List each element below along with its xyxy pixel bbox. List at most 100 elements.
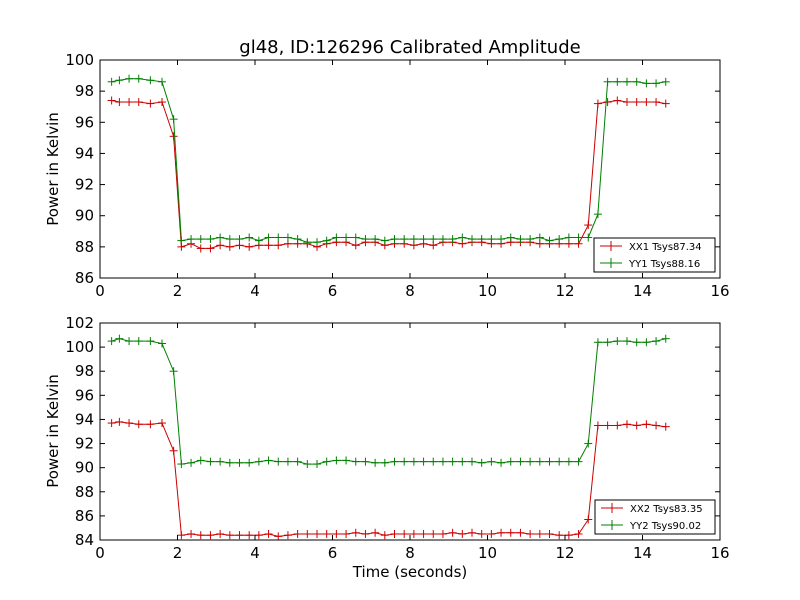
top-series-1-point [574, 233, 583, 242]
top-series-1-point [429, 235, 438, 244]
bottom-series-1-point [535, 457, 544, 466]
top-panel-plot [107, 74, 670, 253]
top-series-0-point [146, 99, 155, 108]
bottom-series-0-point [574, 529, 583, 538]
top-series-1-point [390, 235, 399, 244]
top-x-tick-label: 2 [173, 282, 183, 300]
top-series-1-point [351, 233, 360, 242]
bottom-series-1-point [235, 458, 244, 467]
top-series-1-point [342, 233, 351, 242]
top-series-0-point [351, 241, 360, 250]
bottom-series-1-point [526, 457, 535, 466]
top-series-1-point [293, 235, 302, 244]
top-series-1-point [593, 210, 602, 219]
top-series-1-line [111, 78, 666, 243]
bottom-series-1-point [169, 367, 178, 376]
bottom-legend-yy2-label: YY2 Tsys90.02 [629, 521, 701, 532]
bottom-series-0-point [245, 531, 254, 540]
bottom-series-1-point [125, 337, 134, 346]
bottom-series-1-point [448, 457, 457, 466]
chart-title: gl48, ID:126296 Calibrated Amplitude [239, 37, 580, 58]
bottom-series-1-point [254, 457, 263, 466]
bottom-series-0-point [313, 529, 321, 538]
bottom-y-tick-label: 90 [75, 459, 94, 477]
top-series-1-point [661, 77, 670, 86]
top-series-1-point [613, 77, 622, 86]
bottom-series-0-point [146, 420, 155, 429]
bottom-panel: 0 2 4 6 8 10 12 14 16 84 86 88 90 92 94 96 98 100 102 Powe… [44, 314, 730, 581]
bottom-series-0-point [115, 417, 124, 426]
bottom-panel-axes: 0 2 4 6 8 10 12 14 16 84 86 88 90 92 94 96 98 100 102 [65, 314, 729, 562]
top-y-tick-label: 100 [65, 51, 94, 69]
top-series-0-point [623, 98, 631, 107]
top-series-1-point [322, 236, 331, 245]
top-series-0-point [652, 98, 661, 107]
top-series-1-point [134, 74, 143, 83]
top-series-1-point [400, 235, 409, 244]
bottom-series-0-point [254, 531, 263, 540]
bottom-series-1-point [623, 337, 631, 346]
bottom-series-0-point [564, 531, 573, 540]
top-series-1-point [419, 235, 428, 244]
bottom-series-1-point [419, 457, 428, 466]
top-series-1-point [303, 238, 312, 247]
bottom-series-0-point [206, 531, 215, 540]
top-y-tick-label: 88 [75, 238, 94, 256]
bottom-series-0-point [623, 420, 631, 429]
bottom-y-tick-label: 88 [75, 483, 94, 501]
bottom-series-1-point [429, 457, 438, 466]
bottom-series-0-point [351, 528, 360, 537]
bottom-legend-box [594, 499, 716, 535]
top-series-0-point [274, 241, 283, 250]
top-series-1-point [274, 233, 283, 242]
bottom-legend: XX2 Tsys83.35 YY2 Tsys90.02 [594, 499, 716, 535]
bottom-legend-xx2-label: XX2 Tsys83.35 [630, 504, 703, 515]
top-series-0-point [632, 98, 641, 107]
bottom-series-1-point [196, 456, 205, 465]
bottom-series-0-point [603, 421, 612, 430]
top-series-1-point [206, 235, 215, 244]
top-panel: 0 2 4 6 8 10 12 14 16 86 88 90 92 94 96 98 100 Power in … [44, 51, 730, 300]
top-series-0-line [111, 99, 666, 249]
bottom-series-0-point [293, 529, 302, 538]
top-series-1-point [225, 235, 234, 244]
bottom-series-1-point [107, 337, 116, 346]
top-series-1-point [125, 74, 134, 83]
top-series-1-point [555, 235, 564, 244]
top-series-1-point [235, 235, 244, 244]
bottom-series-1-point [177, 460, 186, 469]
bottom-x-tick-label: 12 [555, 544, 574, 562]
top-series-1-point [526, 235, 535, 244]
top-series-1-point [187, 235, 196, 244]
top-series-1-point [177, 236, 186, 245]
bottom-series-1-point [134, 337, 143, 346]
bottom-series-0-point [371, 528, 380, 537]
bottom-series-0-point [264, 529, 273, 538]
bottom-series-0-point [235, 531, 244, 540]
top-series-1-point [516, 235, 525, 244]
top-series-0-point [613, 96, 622, 105]
top-y-tick-label: 94 [75, 144, 94, 162]
top-series-0-point [216, 241, 225, 250]
top-y-tick-label: 90 [75, 207, 94, 225]
top-series-1-point [506, 233, 515, 242]
bottom-series-1-point [632, 338, 641, 347]
bottom-series-0-point [419, 529, 428, 538]
top-series-1-point [169, 115, 178, 124]
top-series-0-point [134, 98, 143, 107]
bottom-x-tick-label: 6 [328, 544, 338, 562]
top-series-1-point [487, 235, 496, 244]
bottom-series-1-point [322, 457, 331, 466]
bottom-series-0-point [438, 529, 447, 538]
top-series-1-point [642, 79, 651, 88]
top-series-0-point [584, 221, 593, 230]
bottom-series-0-point [158, 419, 166, 428]
top-series-0-point [661, 99, 670, 108]
bottom-series-1-point [400, 457, 409, 466]
bottom-series-0-point [661, 422, 670, 431]
bottom-series-0-point [632, 421, 641, 430]
bottom-series-1-point [146, 337, 155, 346]
top-x-tick-label: 0 [95, 282, 105, 300]
bottom-y-tick-label: 102 [65, 314, 94, 332]
top-series-1-point [448, 235, 457, 244]
